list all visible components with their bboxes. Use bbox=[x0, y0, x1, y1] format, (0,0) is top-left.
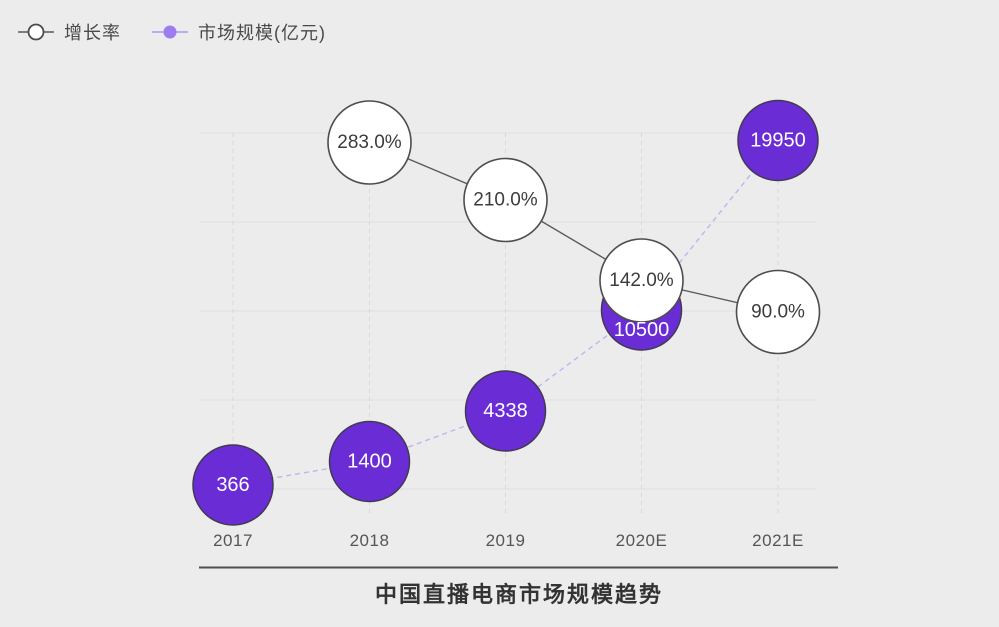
growth-point bbox=[599, 238, 684, 323]
filled-dot-marker-icon bbox=[152, 25, 188, 39]
market-point-label: 10500 bbox=[614, 319, 670, 341]
legend-label-growth: 增长率 bbox=[64, 23, 121, 43]
growth-point bbox=[327, 100, 412, 185]
x-axis-label: 2018 bbox=[350, 531, 390, 550]
growth-point bbox=[463, 157, 548, 243]
growth-point bbox=[735, 269, 821, 355]
market-point bbox=[464, 370, 547, 452]
growth-series-line bbox=[369, 141, 779, 313]
growth-point-label: 210.0% bbox=[473, 190, 538, 211]
market-point-label: 366 bbox=[216, 474, 249, 496]
x-axis-label: 2021E bbox=[752, 531, 804, 550]
x-axis-label: 2019 bbox=[486, 531, 526, 550]
x-axis-label: 2017 bbox=[213, 531, 253, 550]
legend-label-market: 市场规模(亿元) bbox=[198, 23, 326, 43]
legend: 增长率 市场规模(亿元) bbox=[18, 19, 326, 45]
growth-point-label: 142.0% bbox=[609, 270, 674, 291]
market-point-label: 4338 bbox=[483, 400, 528, 422]
market-point bbox=[328, 420, 411, 503]
growth-point-label: 90.0% bbox=[751, 302, 805, 323]
market-point bbox=[192, 444, 274, 526]
market-point bbox=[737, 99, 819, 182]
legend-item-growth[interactable]: 增长率 bbox=[18, 19, 121, 45]
market-point-label: 19950 bbox=[750, 130, 806, 152]
market-point-label: 1400 bbox=[347, 451, 392, 473]
chart-title: 中国直播电商市场规模趋势 bbox=[374, 582, 663, 607]
growth-point-label: 283.0% bbox=[337, 132, 402, 153]
x-axis-label: 2020E bbox=[616, 531, 668, 550]
open-circle-marker-icon bbox=[18, 23, 54, 41]
legend-item-market[interactable]: 市场规模(亿元) bbox=[152, 19, 326, 45]
